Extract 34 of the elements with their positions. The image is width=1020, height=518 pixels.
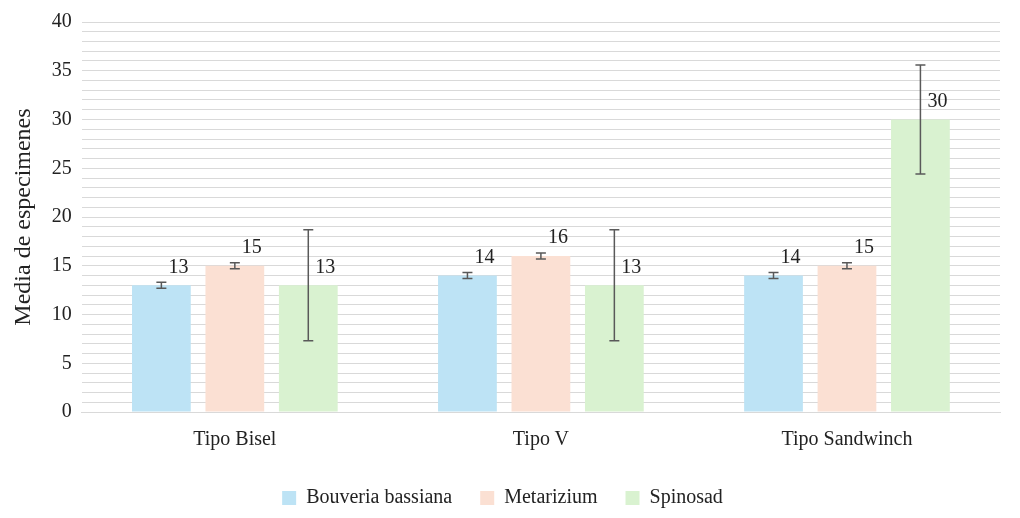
y-tick-label: 35 (51, 58, 72, 80)
bar (744, 275, 803, 412)
bar (511, 256, 571, 412)
legend-label: Bouveria bassiana (306, 485, 453, 508)
y-tick-label: 40 (51, 9, 72, 32)
bar (584, 285, 644, 412)
data-label: 14 (780, 244, 801, 267)
data-label: 15 (241, 235, 262, 257)
x-tick-label: Tipo Bisel (193, 427, 277, 451)
data-label: 15 (853, 235, 874, 257)
data-label: 30 (927, 88, 948, 111)
y-axis-title: Media de especimenes (8, 108, 35, 326)
data-label: 13 (315, 254, 336, 277)
bar (132, 285, 191, 412)
legend-label: Spinosad (649, 485, 723, 509)
y-tick-label: 25 (51, 155, 72, 178)
bar (817, 265, 877, 412)
data-label: 16 (547, 225, 568, 248)
x-tick-label: Tipo Sandwinch (781, 427, 913, 451)
data-label: 13 (621, 254, 642, 277)
y-tick-label: 20 (51, 204, 72, 227)
data-label: 13 (168, 254, 189, 277)
y-tick-label: 30 (51, 106, 72, 129)
bar (278, 285, 338, 412)
bar (438, 275, 497, 412)
y-tick-label: 10 (51, 301, 72, 324)
bar (891, 119, 950, 412)
bar (205, 265, 265, 412)
x-tick-label: Tipo V (512, 427, 570, 451)
data-label: 14 (474, 244, 495, 267)
legend-label: Metarizium (504, 485, 598, 508)
y-tick-label: 0 (61, 399, 72, 422)
y-tick-label: 5 (61, 350, 72, 373)
y-tick-label: 15 (51, 253, 72, 275)
